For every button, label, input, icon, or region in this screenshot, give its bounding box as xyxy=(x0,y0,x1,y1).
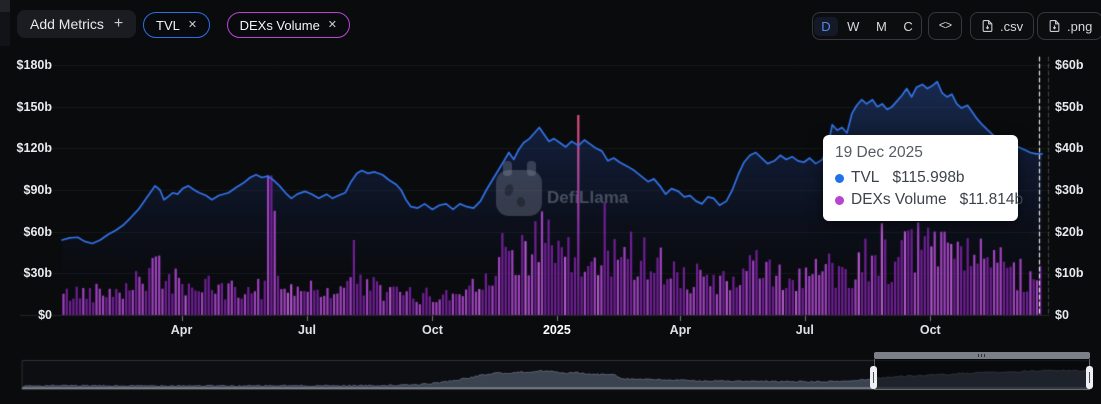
y-left-tick-label: $180b xyxy=(16,58,52,72)
brush-handle-right[interactable] xyxy=(1086,366,1093,389)
y-right-tick-label: $30b xyxy=(1055,183,1084,197)
csv-label: .csv xyxy=(1000,18,1024,34)
x-tick-label-2025: 2025 xyxy=(542,323,571,337)
x-tick-label-apr: Apr xyxy=(669,323,692,337)
file-download-icon xyxy=(1048,19,1061,33)
y-right-tick-label: $10b xyxy=(1055,266,1084,281)
x-tick-label-apr: Apr xyxy=(170,323,193,337)
metric-pill-dexs-volume[interactable]: DEXs Volume ✕ xyxy=(226,12,351,38)
plus-icon: + xyxy=(113,15,124,32)
series-label: TVL xyxy=(851,169,880,186)
page-edge-corner xyxy=(0,0,10,12)
y-right-tick-label: $50b xyxy=(1055,99,1084,114)
brush-selection[interactable] xyxy=(874,352,1090,390)
tooltip-row-tvl: TVL $115.998b xyxy=(835,167,1006,189)
download-png-button[interactable]: .png xyxy=(1037,12,1101,40)
metric-pill-label: TVL xyxy=(156,17,180,33)
series-color-dot xyxy=(835,173,844,183)
metric-pill-label: DEXs Volume xyxy=(239,17,320,33)
remove-metric-icon[interactable]: ✕ xyxy=(327,18,338,31)
y-left-tick-label: $30b xyxy=(23,266,53,281)
y-right-tick-label: $20b xyxy=(1055,224,1084,239)
range-button-w[interactable]: W xyxy=(847,18,860,34)
y-right-tick-label: $40b xyxy=(1055,141,1084,156)
download-csv-button[interactable]: .csv xyxy=(970,12,1035,40)
remove-metric-icon[interactable]: ✕ xyxy=(187,18,198,31)
brush-drag-bar[interactable] xyxy=(874,352,1090,359)
series-label: DEXs Volume xyxy=(851,191,947,208)
y-right-tick-label: $0 xyxy=(1055,308,1069,322)
series-value: $115.998b xyxy=(892,169,965,186)
metric-pill-tvl[interactable]: TVL ✕ xyxy=(143,12,211,38)
brush-handle-left[interactable] xyxy=(870,366,877,389)
range-button-c[interactable]: C xyxy=(903,18,913,34)
drag-grip-icon xyxy=(978,354,985,357)
png-label: .png xyxy=(1067,18,1093,34)
range-button-d[interactable]: D xyxy=(814,16,838,36)
range-button-m[interactable]: M xyxy=(875,18,887,34)
x-tick-label-oct: Oct xyxy=(422,323,443,337)
y-left-tick-label: $60b xyxy=(23,224,53,239)
code-icon: <> xyxy=(938,19,952,33)
tooltip-rows: TVL $115.998b DEXs Volume $11.814b xyxy=(835,167,1023,211)
tooltip-row-dexs-volume: DEXs Volume $11.814b xyxy=(835,189,1023,211)
y-left-tick-label: $0 xyxy=(38,308,52,322)
x-tick-label-jul: Jul xyxy=(297,323,317,337)
y-left-tick-label: $120b xyxy=(16,141,52,156)
add-metrics-label: Add Metrics xyxy=(30,16,104,32)
x-tick-label-jul: Jul xyxy=(795,323,814,337)
file-download-icon xyxy=(981,19,994,33)
brush-selected-window[interactable] xyxy=(874,359,1090,390)
y-left-tick-label: $90b xyxy=(23,183,53,197)
page-edge-strip xyxy=(0,0,10,46)
series-color-dot xyxy=(835,195,844,205)
tooltip-date: 19 Dec 2025 xyxy=(835,144,923,161)
embed-button[interactable]: <> xyxy=(928,12,962,40)
x-tick-label-oct: Oct xyxy=(919,323,941,337)
y-left-tick-label: $150b xyxy=(16,99,52,114)
chart-tooltip: 19 Dec 2025 TVL $115.998b DEXs Volume $11.8… xyxy=(823,135,1023,221)
series-value: $11.814b xyxy=(959,191,1024,208)
y-right-tick-label: $60b xyxy=(1055,58,1084,72)
add-metrics-button[interactable]: Add Metrics + xyxy=(17,10,137,38)
